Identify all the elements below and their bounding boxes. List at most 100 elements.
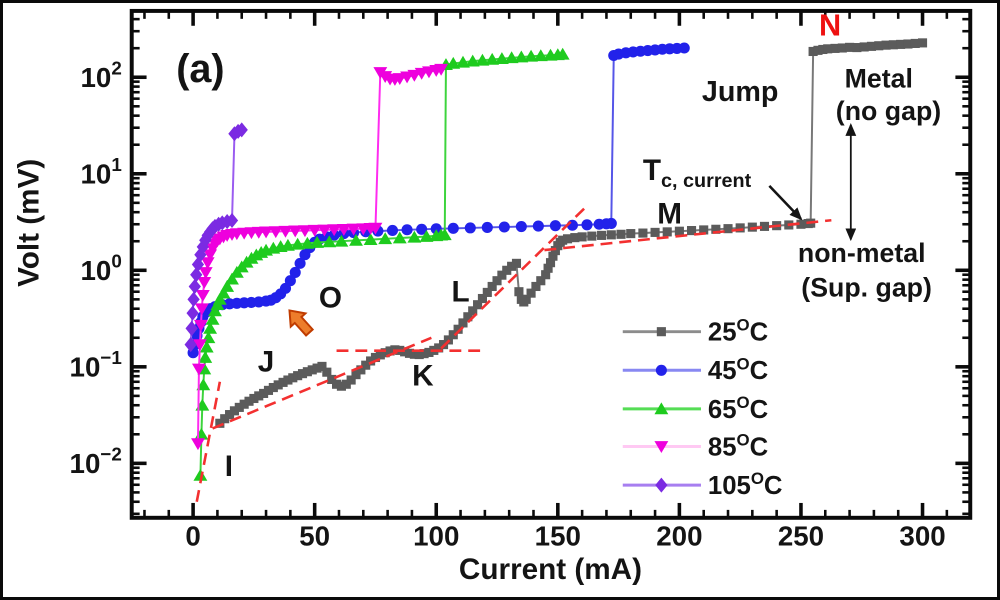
annotation-point-n: N [819,7,841,42]
legend-label-45C: 45OC [708,354,768,385]
marker-circle [464,222,476,234]
marker-square [254,391,264,401]
marker-circle [678,42,690,54]
marker-triangle-down [654,441,669,454]
marker-square [463,312,473,322]
marker-square [558,235,568,245]
marker-circle [284,275,296,287]
legend-item-85C: 85OC [622,431,768,462]
marker-triangle-up [199,340,214,353]
marker-square [234,402,244,412]
marker-circle [294,257,306,269]
marker-square [434,343,444,353]
marker-square [830,43,840,53]
marker-circle [605,217,617,229]
marker-circle [549,220,561,232]
marker-triangle-down [268,226,283,239]
marker-diamond [194,247,207,263]
marker-square [404,348,415,358]
marker-square [823,44,833,54]
legend-label-85C: 85OC [708,431,768,462]
marker-square [215,418,225,428]
marker-triangle-up [220,279,235,292]
y-axis-label: Volt (mV) [13,159,46,287]
marker-square [570,233,580,243]
series-line-85C [196,68,442,444]
marker-triangle-up [419,229,434,242]
marker-square [521,294,531,304]
marker-square [293,371,303,381]
x-tick-label: 150 [535,521,581,552]
marker-square [511,258,522,268]
marker-circle [515,220,527,233]
marker-square [837,43,847,53]
marker-diamond [186,305,199,321]
marker-square [278,377,288,387]
marker-triangle-up [456,55,470,68]
series-85C [191,63,449,451]
marker-square [808,46,818,57]
marker-square [866,41,877,51]
marker-square [526,288,536,298]
marker-square [351,370,361,380]
marker-triangle-up [465,54,480,67]
marker-triangle-down [200,257,215,270]
marker-square [249,393,259,404]
legend-item-45C: 45OC [622,354,768,385]
marker-square [514,287,524,297]
marker-triangle-up [514,50,529,63]
legend-item-105C: 105OC [622,469,783,500]
marker-square [896,39,906,49]
marker-square [541,270,551,280]
marker-triangle-up [205,312,220,325]
vi-curve-chart: 0 50 100 150 200 250 300 102 101 100 10−1 10−2 (a) N J… [13,7,973,586]
tick-labels: 0 50 100 150 200 250 300 102 101 100 10−1 10−2 [70,57,946,551]
x-tick-label: 300 [899,521,945,552]
marker-triangle-up [494,52,509,64]
marker-triangle-up [334,234,349,247]
marker-square [502,265,512,275]
marker-square [297,369,308,379]
x-tick-label: 100 [413,521,459,552]
annotation-point-l: L [451,275,469,308]
plot-frame [129,8,973,520]
marker-square [409,349,419,359]
marker-square [507,261,517,271]
marker-square [735,223,745,233]
x-tick-label: 0 [185,521,200,552]
marker-triangle-down [192,339,207,352]
marker-square [414,350,424,360]
y-tick-label: 102 [81,57,122,93]
marker-triangle-up [280,238,295,251]
marker-triangle-up [300,236,315,249]
annotation-non-metal-label: non-metal [798,238,926,268]
marker-square [288,373,298,383]
marker-diamond [199,232,212,248]
marker-diamond [191,256,205,272]
marker-square [453,324,463,334]
y-tick-label: 10−1 [70,347,122,383]
x-tick-label: 250 [778,521,824,552]
marker-triangle-down [197,277,212,289]
marker-square [220,414,230,424]
marker-square [638,228,648,238]
marker-circle [386,224,399,236]
marker-square [370,352,381,363]
marker-square [419,349,429,359]
marker-triangle-up [212,292,227,305]
marker-triangle-down [298,225,312,238]
marker-triangle-down [336,223,351,236]
marker-square [482,287,492,297]
marker-triangle-down [195,290,210,302]
marker-triangle-up [349,233,363,246]
marker-square [458,318,468,328]
marker-square [796,219,806,229]
marker-square [656,327,666,337]
marker-diamond [187,291,200,307]
marker-square [259,388,269,398]
series-45C [187,42,690,359]
marker-triangle-up [392,231,407,244]
y-tick-label: 10−2 [70,443,122,479]
marker-diamond [190,267,203,283]
y-tick-label: 101 [81,154,122,190]
